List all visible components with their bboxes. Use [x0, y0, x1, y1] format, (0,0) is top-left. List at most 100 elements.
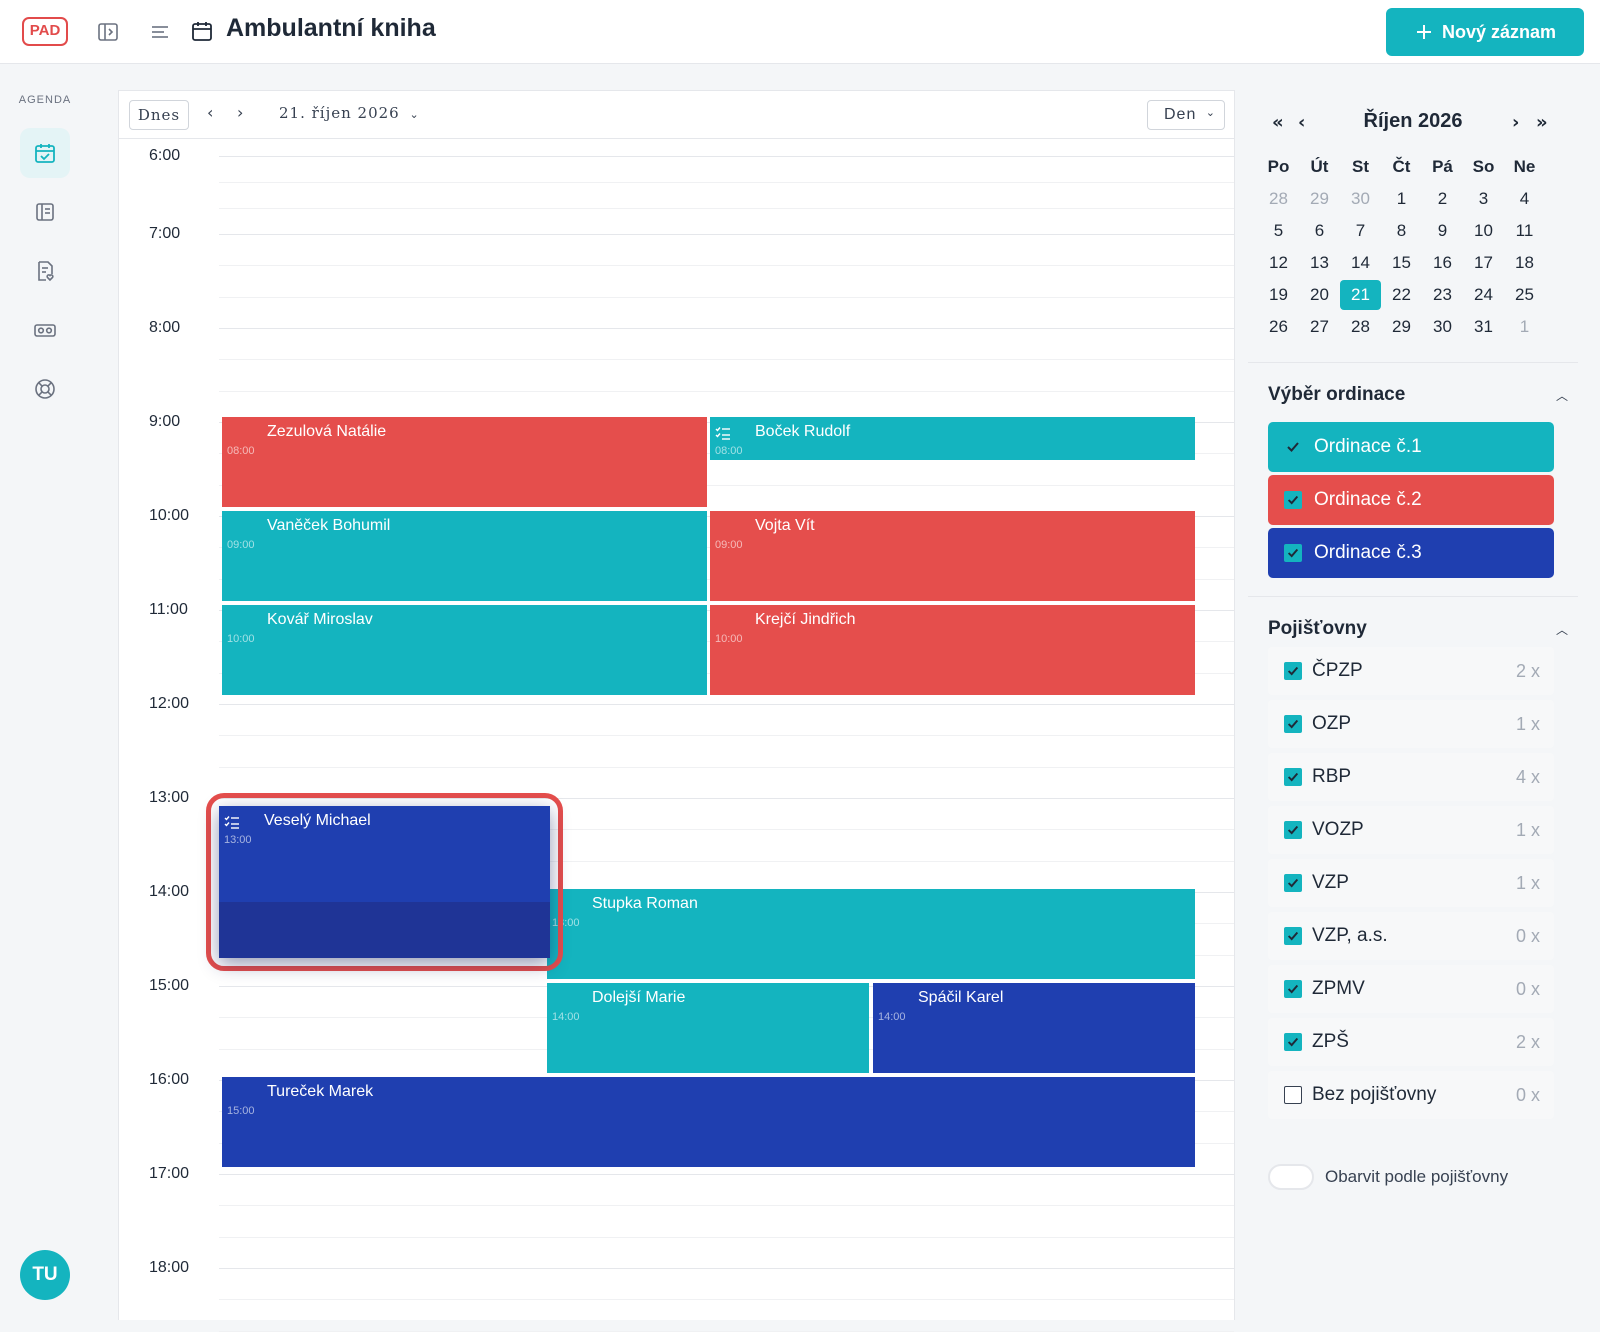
event-bocek[interactable]: Boček Rudolf 08:00: [710, 417, 1195, 460]
next-year-icon[interactable]: »: [1536, 112, 1548, 133]
day-cell[interactable]: 27: [1310, 317, 1329, 336]
day-cell[interactable]: 26: [1269, 317, 1288, 336]
day-cell[interactable]: 31: [1474, 317, 1493, 336]
insurance-item[interactable]: ZPMV 0 x: [1268, 965, 1554, 1013]
day-cell[interactable]: 28: [1351, 317, 1370, 336]
event-dolejsi[interactable]: Dolejší Marie 14:00: [547, 983, 869, 1073]
ordinace-2-toggle[interactable]: Ordinace č.2: [1268, 475, 1554, 525]
next-day-icon[interactable]: ›: [237, 103, 244, 122]
event-zezulova[interactable]: Zezulová Natálie 08:00: [222, 417, 707, 507]
chevron-up-icon[interactable]: ︿: [1556, 389, 1569, 403]
day-cell[interactable]: 18: [1515, 253, 1534, 272]
insurance-label: VZP: [1312, 872, 1349, 893]
day-cell[interactable]: 28: [1269, 189, 1288, 208]
event-kovar[interactable]: Kovář Miroslav 10:00: [222, 605, 707, 695]
event-stupka[interactable]: Stupka Roman 13:00: [547, 889, 1195, 979]
today-button[interactable]: Dnes: [129, 100, 189, 130]
minor-line: [219, 1299, 1234, 1300]
insurance-item[interactable]: ČPZP 2 x: [1268, 647, 1554, 695]
day-cell[interactable]: 29: [1392, 317, 1411, 336]
day-cell[interactable]: 21: [1340, 280, 1381, 310]
checkbox-checked-icon[interactable]: [1284, 768, 1302, 786]
day-cell[interactable]: 30: [1351, 189, 1370, 208]
day-cell[interactable]: 25: [1515, 285, 1534, 304]
prev-day-icon[interactable]: ‹: [207, 103, 214, 122]
sidebar-item-help[interactable]: [20, 364, 70, 414]
prev-month-icon[interactable]: ‹: [1298, 112, 1306, 133]
event-spacil[interactable]: Spáčil Karel 14:00: [873, 983, 1195, 1073]
insurance-item[interactable]: Bez pojišťovny 0 x: [1268, 1071, 1554, 1119]
insurance-item[interactable]: OZP 1 x: [1268, 700, 1554, 748]
insurance-item[interactable]: VOZP 1 x: [1268, 806, 1554, 854]
sidebar-item-book[interactable]: [20, 187, 70, 237]
day-cell[interactable]: 14: [1351, 253, 1370, 272]
color-by-insurance-label: Obarvit podle pojišťovny: [1325, 1167, 1509, 1186]
insurance-label: VZP, a.s.: [1312, 925, 1388, 946]
color-by-insurance-toggle[interactable]: [1268, 1164, 1314, 1190]
event-vojta[interactable]: Vojta Vít 09:00: [710, 511, 1195, 601]
new-record-button[interactable]: Nový záznam: [1386, 8, 1584, 56]
day-cell[interactable]: 17: [1474, 253, 1493, 272]
ordinace-1-toggle[interactable]: Ordinace č.1: [1268, 422, 1554, 472]
day-cell[interactable]: 12: [1269, 253, 1288, 272]
weekday-label: St: [1352, 157, 1369, 176]
checkbox-checked-icon[interactable]: [1284, 1033, 1302, 1051]
insurance-item[interactable]: VZP 1 x: [1268, 859, 1554, 907]
insurance-label: OZP: [1312, 713, 1352, 734]
day-cell[interactable]: 15: [1392, 253, 1411, 272]
day-cell[interactable]: 6: [1314, 221, 1325, 240]
day-cell[interactable]: 1: [1396, 189, 1407, 208]
checkbox-empty-icon[interactable]: [1284, 1086, 1302, 1104]
event-krejci[interactable]: Krejčí Jindřich 10:00: [710, 605, 1195, 695]
checkbox-checked-icon[interactable]: [1284, 715, 1302, 733]
day-cell[interactable]: 11: [1515, 221, 1534, 240]
day-cell[interactable]: 7: [1355, 221, 1366, 240]
time-grid[interactable]: 6:00 7:00 8:00 9:00 10:00 11:00 12:00 13…: [119, 139, 1234, 1332]
day-cell[interactable]: 13: [1310, 253, 1329, 272]
event-vesely[interactable]: Veselý Michael 13:00: [219, 806, 550, 958]
ordinace-3-toggle[interactable]: Ordinace č.3: [1268, 528, 1554, 578]
insurance-item[interactable]: RBP 4 x: [1268, 753, 1554, 801]
weekday-label: Po: [1267, 157, 1290, 176]
checkbox-checked-icon[interactable]: [1284, 927, 1302, 945]
day-cell[interactable]: 16: [1433, 253, 1452, 272]
day-cell[interactable]: 4: [1519, 189, 1530, 208]
checkbox-checked-icon[interactable]: [1284, 980, 1302, 998]
day-cell[interactable]: 20: [1310, 285, 1329, 304]
insurance-item[interactable]: VZP, a.s. 0 x: [1268, 912, 1554, 960]
divider: [1248, 362, 1578, 363]
day-cell[interactable]: 29: [1310, 189, 1329, 208]
sidebar-item-calendar[interactable]: [20, 128, 70, 178]
user-avatar[interactable]: TU: [20, 1250, 70, 1300]
day-cell[interactable]: 3: [1478, 189, 1489, 208]
event-vanecek[interactable]: Vaněček Bohumil 09:00: [222, 511, 707, 601]
day-cell[interactable]: 1: [1519, 317, 1530, 336]
day-cell[interactable]: 23: [1433, 285, 1452, 304]
day-cell[interactable]: 2: [1437, 189, 1448, 208]
day-cell[interactable]: 30: [1433, 317, 1452, 336]
insurance-item[interactable]: ZPŠ 2 x: [1268, 1018, 1554, 1066]
mini-calendar-title: Říjen 2026: [1363, 110, 1463, 132]
event-turecek[interactable]: Tureček Marek 15:00: [222, 1077, 1195, 1167]
sidebar-item-records[interactable]: [20, 246, 70, 296]
date-dropdown[interactable]: 21. říjen 2026 ⌄: [279, 104, 420, 122]
checkbox-checked-icon[interactable]: [1284, 662, 1302, 680]
day-cell[interactable]: 22: [1392, 285, 1411, 304]
prev-year-icon[interactable]: «: [1272, 112, 1284, 133]
day-cell[interactable]: 24: [1474, 285, 1493, 304]
menu-lines-icon[interactable]: [148, 20, 172, 44]
day-cell[interactable]: 9: [1437, 221, 1448, 240]
sidebar-toggle-icon[interactable]: [96, 20, 120, 44]
chevron-up-icon[interactable]: ︿: [1556, 623, 1569, 637]
insurance-label: VOZP: [1312, 819, 1364, 840]
checkbox-checked-icon[interactable]: [1284, 874, 1302, 892]
pad-logo[interactable]: PAD: [22, 17, 68, 46]
day-cell[interactable]: 5: [1273, 221, 1284, 240]
view-dropdown[interactable]: Den ⌄: [1147, 100, 1225, 130]
day-cell[interactable]: 19: [1269, 285, 1288, 304]
next-month-icon[interactable]: ›: [1512, 112, 1520, 133]
day-cell[interactable]: 8: [1396, 221, 1407, 240]
sidebar-item-cards[interactable]: [20, 305, 70, 355]
day-cell[interactable]: 10: [1474, 221, 1493, 240]
checkbox-checked-icon[interactable]: [1284, 821, 1302, 839]
